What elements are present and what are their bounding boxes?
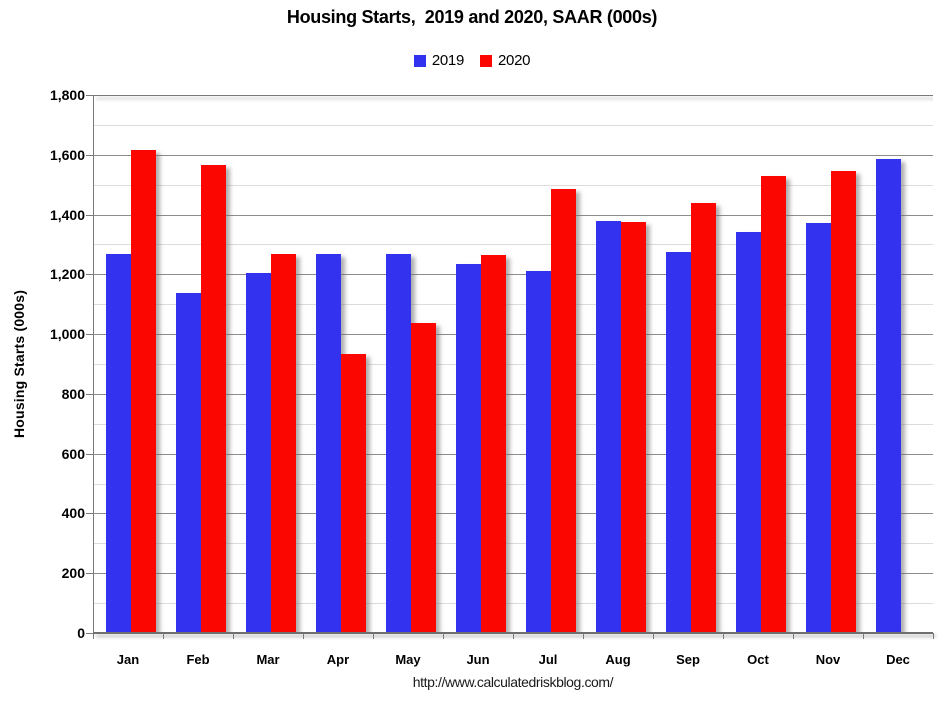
y-tick-label-1200: 1,200 <box>49 266 85 282</box>
x-tick-label-nov: Nov <box>815 652 841 667</box>
gridline-minor-1300 <box>93 244 933 245</box>
y-tick-label-1800: 1,800 <box>49 87 85 103</box>
x-tick-mark-2 <box>233 633 234 639</box>
bar-2019-may <box>386 254 411 633</box>
x-tick-label-aug: Aug <box>605 652 631 667</box>
bar-2020-jan <box>131 150 156 633</box>
bar-2019-mar <box>246 273 271 633</box>
legend-item-2020: 2020 <box>480 52 530 69</box>
x-tick-label-apr: Apr <box>326 652 350 667</box>
bar-2020-aug <box>621 222 646 633</box>
gridline-minor-1500 <box>93 185 933 186</box>
bar-2020-sep <box>691 203 716 633</box>
x-tick-label-jul: Jul <box>538 652 558 667</box>
legend-label-2020: 2020 <box>498 52 531 69</box>
gridline-major-1400 <box>93 215 933 216</box>
bar-2019-jul <box>526 271 551 633</box>
gridline-major-400 <box>93 513 933 514</box>
bar-2019-jan <box>106 254 131 633</box>
gridline-minor-1700 <box>93 125 933 126</box>
x-tick-mark-10 <box>793 633 794 639</box>
gridline-major-1200 <box>93 274 933 275</box>
y-tick-mark-0 <box>86 633 93 634</box>
bar-2019-dec <box>876 159 901 633</box>
gridline-major-1600 <box>93 155 933 156</box>
x-tick-mark-8 <box>653 633 654 639</box>
y-tick-mark-400 <box>86 513 93 514</box>
y-tick-mark-1200 <box>86 274 93 275</box>
legend-label-2019: 2019 <box>431 52 464 69</box>
gridline-major-200 <box>93 573 933 574</box>
y-tick-mark-200 <box>86 573 93 574</box>
x-tick-label-mar: Mar <box>256 652 280 667</box>
x-tick-label-feb: Feb <box>186 652 210 667</box>
y-tick-label-1400: 1,400 <box>49 207 85 223</box>
x-tick-label-oct: Oct <box>747 652 769 667</box>
bar-2019-feb <box>176 293 201 633</box>
legend-swatch-2019-icon <box>413 54 426 67</box>
bar-2020-apr <box>341 354 366 633</box>
x-tick-mark-0 <box>93 633 94 639</box>
x-tick-mark-11 <box>863 633 864 639</box>
gridline-major-1800 <box>93 95 933 96</box>
x-tick-label-sep: Sep <box>676 652 700 667</box>
x-tick-mark-7 <box>583 633 584 639</box>
y-tick-label-200: 200 <box>61 565 85 581</box>
gridline-major-1000 <box>93 334 933 335</box>
x-tick-mark-4 <box>373 633 374 639</box>
footer-url: http://www.calculatedriskblog.com/ <box>412 674 614 690</box>
y-axis-title: Housing Starts (000s) <box>11 289 27 439</box>
bar-2019-oct <box>736 232 761 633</box>
gridline-minor-1100 <box>93 304 933 305</box>
bar-2019-apr <box>316 254 341 633</box>
y-axis-line <box>93 95 94 639</box>
bar-2020-feb <box>201 165 226 633</box>
gridline-minor-500 <box>93 484 933 485</box>
bar-2019-jun <box>456 264 481 633</box>
x-tick-mark-5 <box>443 633 444 639</box>
bar-2019-nov <box>806 223 831 633</box>
chart-title: Housing Starts, 2019 and 2020, SAAR (000… <box>286 7 658 27</box>
y-tick-label-1000: 1,000 <box>49 326 85 342</box>
y-tick-label-400: 400 <box>61 505 85 521</box>
bar-2019-sep <box>666 252 691 633</box>
bar-2020-jun <box>481 255 506 633</box>
x-tick-label-jun: Jun <box>466 652 490 667</box>
gridline-major-600 <box>93 454 933 455</box>
x-tick-label-may: May <box>395 652 421 667</box>
y-tick-mark-1400 <box>86 215 93 216</box>
bar-2019-aug <box>596 221 621 633</box>
x-tick-label-jan: Jan <box>116 652 140 667</box>
x-tick-mark-6 <box>513 633 514 639</box>
x-tick-mark-9 <box>723 633 724 639</box>
x-tick-mark-12 <box>933 633 934 639</box>
gridline-major-800 <box>93 394 933 395</box>
x-tick-mark-1 <box>163 633 164 639</box>
chart-legend: 2019 2020 <box>0 52 944 69</box>
bar-2020-mar <box>271 254 296 633</box>
y-tick-label-600: 600 <box>61 446 85 462</box>
bar-2020-jul <box>551 189 576 633</box>
gridline-minor-900 <box>93 364 933 365</box>
y-tick-label-1600: 1,600 <box>49 147 85 163</box>
bar-2020-oct <box>761 176 786 633</box>
y-tick-mark-1800 <box>86 95 93 96</box>
legend-swatch-2020-icon <box>480 54 492 67</box>
y-tick-label-0: 0 <box>77 625 85 641</box>
bar-2020-nov <box>831 171 856 633</box>
gridline-minor-700 <box>93 424 933 425</box>
plot-area <box>93 95 933 633</box>
gridline-minor-100 <box>93 603 933 604</box>
x-tick-label-dec: Dec <box>886 652 910 667</box>
gridline-minor-300 <box>93 543 933 544</box>
x-tick-mark-3 <box>303 633 304 639</box>
bar-2020-may <box>411 323 436 633</box>
y-tick-label-800: 800 <box>61 386 85 402</box>
legend-item-2019: 2019 <box>413 52 464 69</box>
y-tick-mark-1600 <box>86 155 93 156</box>
y-tick-mark-1000 <box>86 334 93 335</box>
y-tick-mark-600 <box>86 454 93 455</box>
y-tick-mark-800 <box>86 394 93 395</box>
